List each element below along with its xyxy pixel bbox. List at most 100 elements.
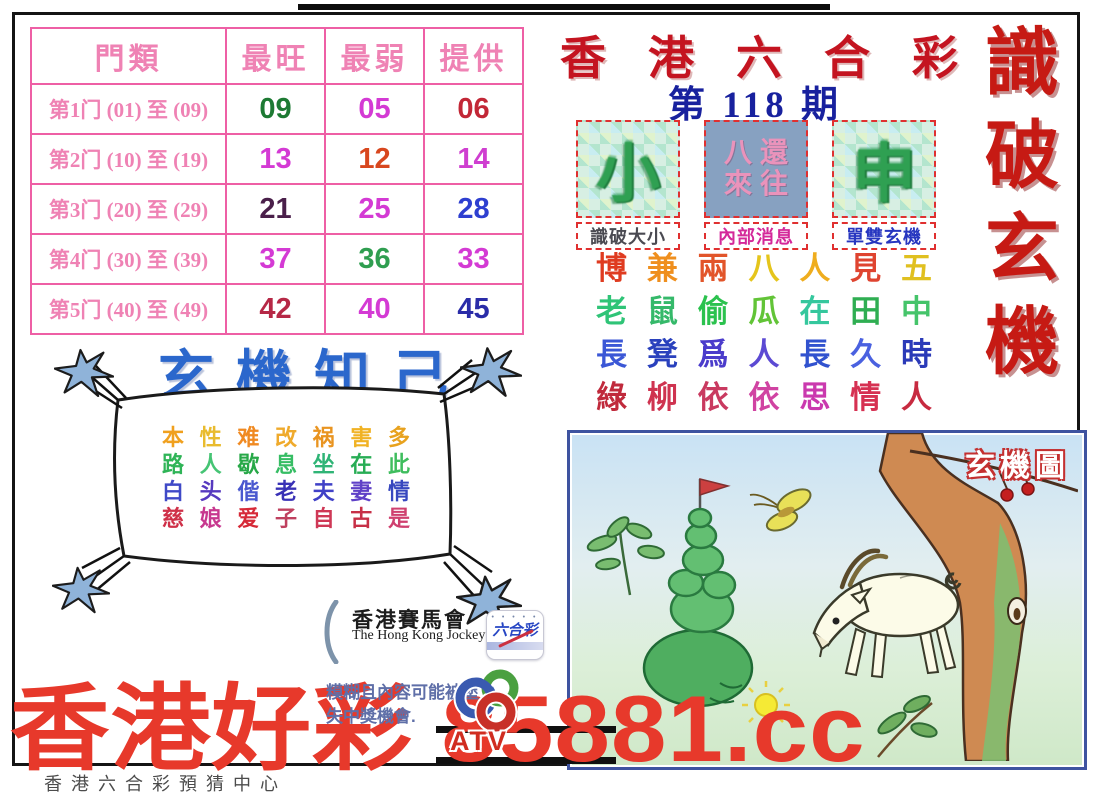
poem-char: 坐 [312,452,335,477]
tip-box-message: 八還 來往 內部消息 [704,120,808,250]
stat-value: 28 [423,183,524,235]
brand-char: 彩 [912,33,958,84]
poem-char: 人 [900,380,932,415]
divider-bar [436,726,616,733]
mark-six-badge: • • • • • 六合彩 [486,610,544,660]
poem-char: 路 [162,452,185,477]
brand-char: 合 [824,33,870,84]
stat-value: 25 [324,183,425,235]
poem-char: 多 [387,425,410,450]
brand-char: 港 [648,33,694,84]
page-frame [12,12,1080,766]
poem-char: 人 [799,251,831,286]
row-label: 第3门 (20) 至 (29) [30,183,227,235]
poem-char: 八 [748,251,780,286]
poem-char: 博 [596,251,627,286]
poem-char: 夫 [312,479,335,504]
poem-char: 人 [748,337,780,372]
left-plant [586,516,665,596]
tree [878,433,1078,761]
bird-icon [52,566,110,614]
mosaic-image: 申 [832,120,936,218]
poem-char: 偷 [697,294,729,329]
banner-poem-line: 本 性 难 改 祸 害 多 [162,424,410,451]
scan-artifact-line [298,4,830,10]
mystery-poems: 博 兼 兩 八 人 見 五 老 鼠 偷 瓜 在 田 中 長 凳 爲 人 長 久 … [596,252,932,424]
stat-value: 05 [324,83,425,135]
row-label: 第2门 (10) 至 (19) [30,133,227,185]
jockey-club-name-cn: 香港賽馬會 [352,609,467,632]
poem-char: 見 [850,251,882,286]
column-header: 門類 [30,27,227,85]
vertical-slogan: 識 破 玄 機 [966,18,1078,390]
poem-char: 是 [387,506,410,531]
slogan-char: 機 [985,302,1059,384]
row-label: 第1门 (01) 至 (09) [30,83,227,135]
issue-number: 第 118 期 [668,85,842,126]
table-row: 第2门 (10) 至 (19) 13 12 14 [30,133,524,185]
poem-char: 中 [900,294,932,329]
poem-char: 久 [850,337,882,372]
poem-char: 田 [850,294,882,329]
poem-char: 在 [799,294,831,329]
stat-value: 09 [225,83,326,135]
poem-char: 娘 [199,506,222,531]
tip-box-label: 內部消息 [704,222,808,250]
poem-char: 慈 [162,506,185,531]
poem-char: 祸 [312,425,335,450]
lower-branch [877,694,938,758]
slogan-char: 玄 [985,209,1059,291]
poem-char: 本 [162,425,185,450]
table-row: 第1门 (01) 至 (09) 09 05 06 [30,83,524,135]
hidden-glyph: 申 [852,139,916,210]
poem-char: 長 [596,337,627,372]
stat-value: 42 [225,283,326,335]
table-row: 第3门 (20) 至 (29) 21 25 28 [30,183,524,235]
table-row: 第4门 (30) 至 (39) 37 36 33 [30,233,524,285]
tip-box-size: 小 識破大小 [576,120,680,250]
message-line: 八還 [723,138,796,169]
divider-bar [436,757,616,764]
banner-poem-line: 慈 娘 爱 子 自 古 是 [162,505,410,532]
message-line: 來往 [723,169,796,200]
mystery-picture: 玄機圖 [567,430,1087,770]
green-hill [642,478,754,708]
poem-char: 老 [274,479,297,504]
poem-char: 依 [748,380,780,415]
crescent-mark-icon [324,600,339,664]
poem-char: 爱 [237,506,260,531]
poem-line: 綠 柳 依 依 思 情 人 [596,381,932,415]
brand-char: 香 [560,33,606,84]
column-header: 提供 [423,27,524,85]
stat-value: 14 [423,133,524,185]
poem-char: 老 [596,294,627,329]
tip-box-label: 識破大小 [576,222,680,250]
poem-char: 偕 [237,479,260,504]
poem-char: 瓜 [748,294,780,329]
stat-value: 40 [324,283,425,335]
stat-value: 33 [423,233,524,285]
stat-value: 12 [324,133,425,185]
poem-char: 性 [199,425,222,450]
poem-char: 白 [162,479,185,504]
picture-stamp: 玄機圖 [965,450,1070,483]
badge-dots: • • • • • [491,614,539,621]
slogan-char: 識 [985,23,1059,105]
goat [812,548,962,679]
poem-char: 兩 [697,251,729,286]
stat-value: 37 [225,233,326,285]
tip-box-oddeven: 申 單雙玄機 [832,120,936,250]
column-header: 最旺 [225,27,326,85]
tip-box-label: 單雙玄機 [832,222,936,250]
badge-base [487,642,543,650]
banner-poem-line: 路 人 歇 息 坐 在 此 [162,451,410,478]
watermark-url: 香港好彩 85881.cc [10,676,866,781]
atv-rings-icon [453,667,521,734]
poem-char: 头 [199,479,222,504]
poem-char: 自 [312,506,335,531]
footer-center-name: 香港六合彩預猜中心 [44,774,287,794]
jockey-club-name-en: The Hong Kong Jockey Club [352,628,517,643]
poem-char: 柳 [646,380,678,415]
poem-char: 長 [799,337,831,372]
banner-poem: 本 性 难 改 祸 害 多 路 人 歇 息 坐 在 此 白 头 偕 老 夫 妻 … [162,424,410,532]
